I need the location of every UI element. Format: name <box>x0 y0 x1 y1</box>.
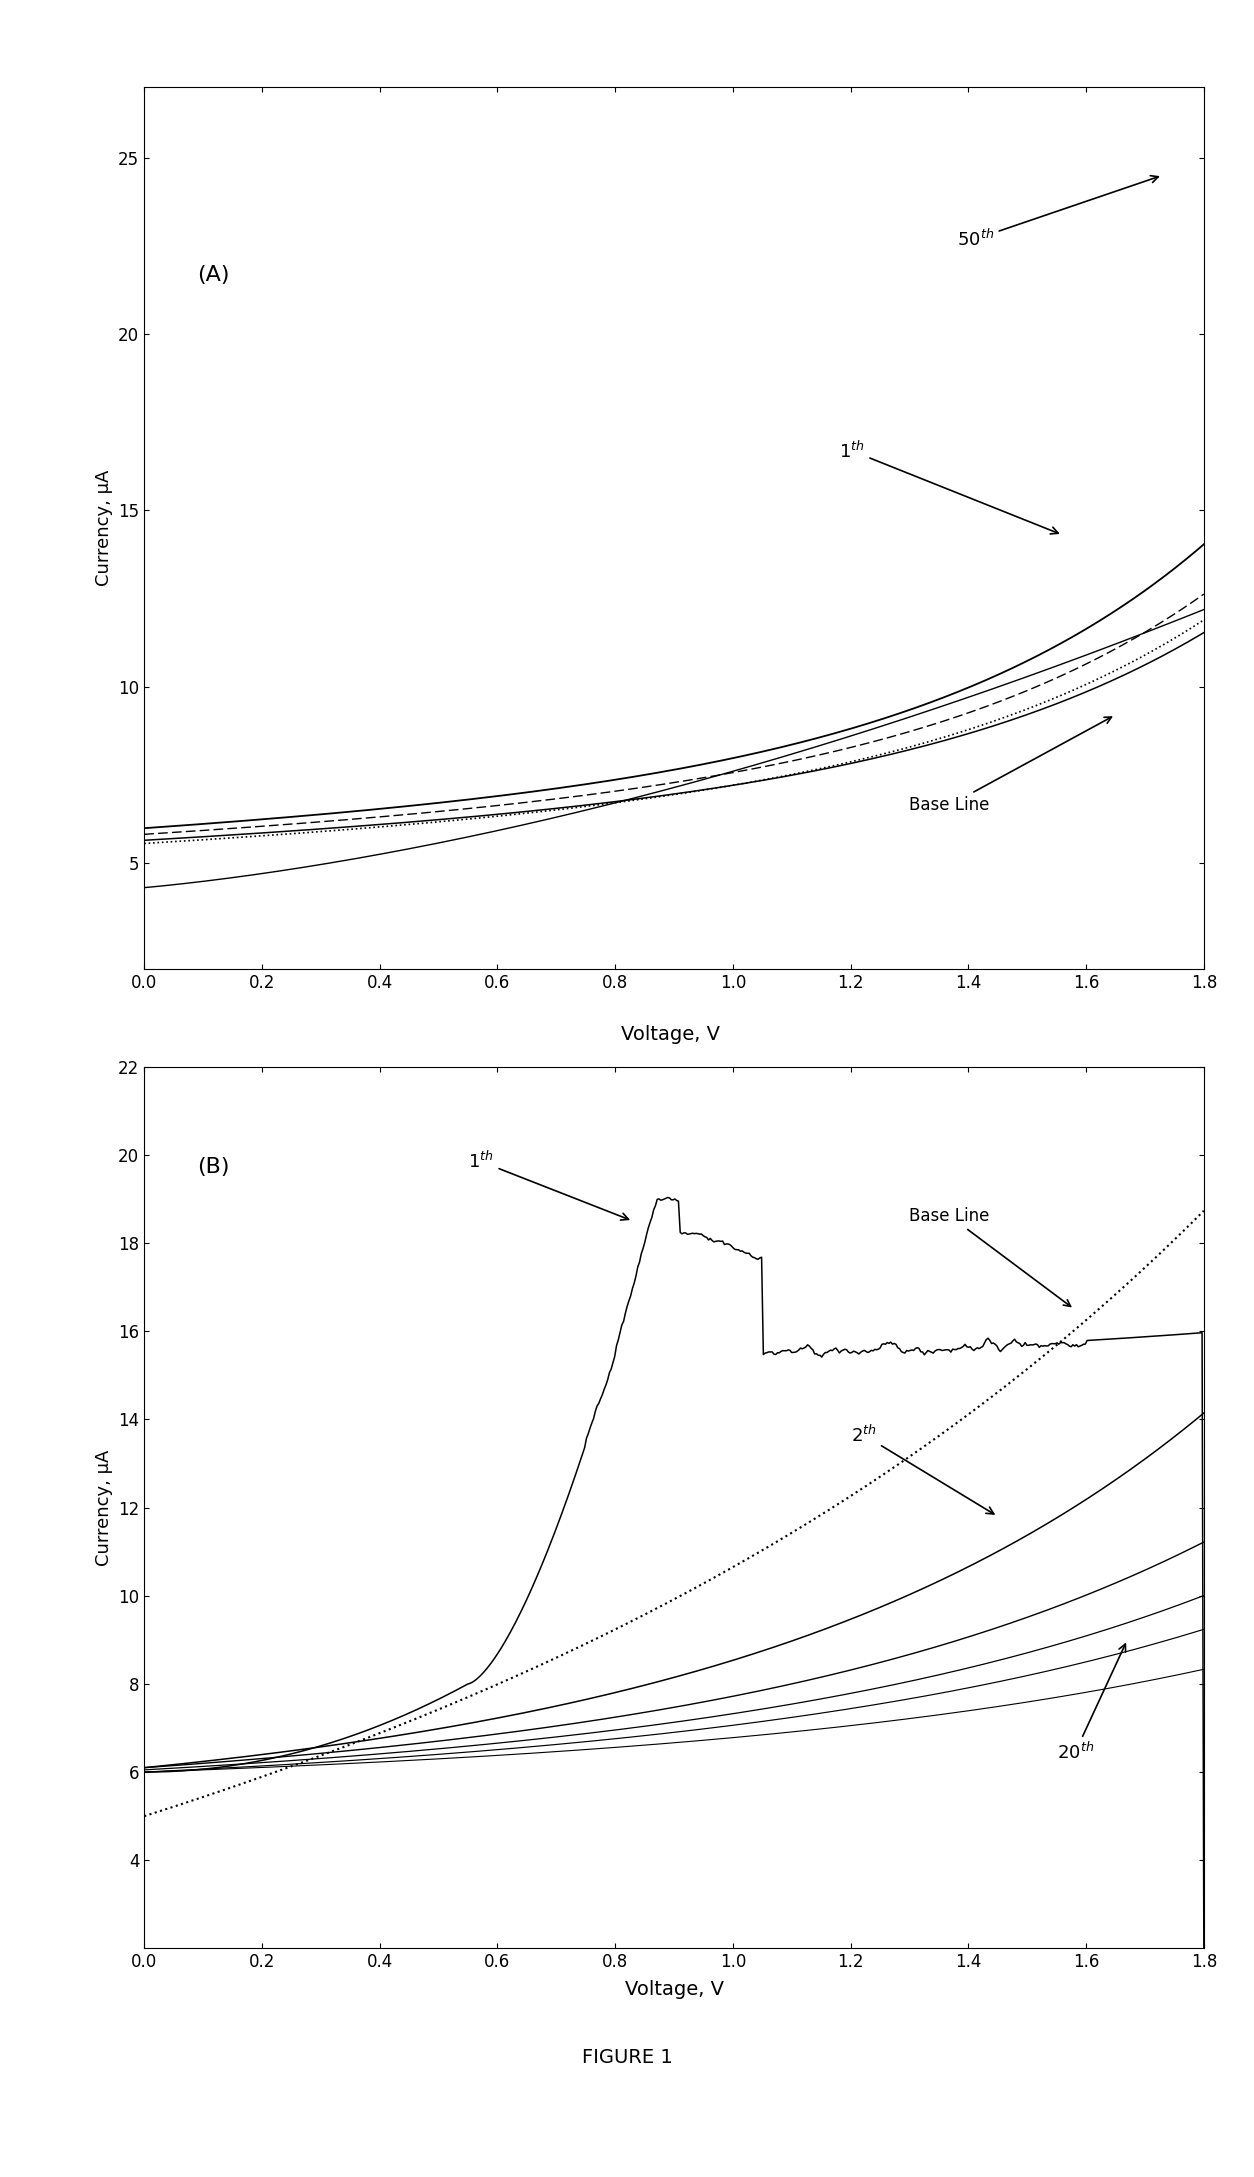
Text: $50^{th}$: $50^{th}$ <box>957 176 1159 250</box>
Text: FIGURE 1: FIGURE 1 <box>582 2049 672 2066</box>
Text: $20^{th}$: $20^{th}$ <box>1057 1644 1126 1763</box>
X-axis label: Voltage, V: Voltage, V <box>624 1979 724 1998</box>
Text: $1^{th}$: $1^{th}$ <box>468 1152 628 1219</box>
Text: Base Line: Base Line <box>909 716 1111 814</box>
Text: $1^{th}$: $1^{th}$ <box>839 440 1058 533</box>
Y-axis label: Currency, μA: Currency, μA <box>94 1450 113 1565</box>
Text: (A): (A) <box>197 266 229 285</box>
Text: Base Line: Base Line <box>909 1206 1071 1306</box>
Text: $2^{th}$: $2^{th}$ <box>850 1424 994 1513</box>
Y-axis label: Currency, μA: Currency, μA <box>94 470 113 586</box>
Text: Voltage, V: Voltage, V <box>622 1025 720 1043</box>
Text: (B): (B) <box>197 1156 229 1176</box>
